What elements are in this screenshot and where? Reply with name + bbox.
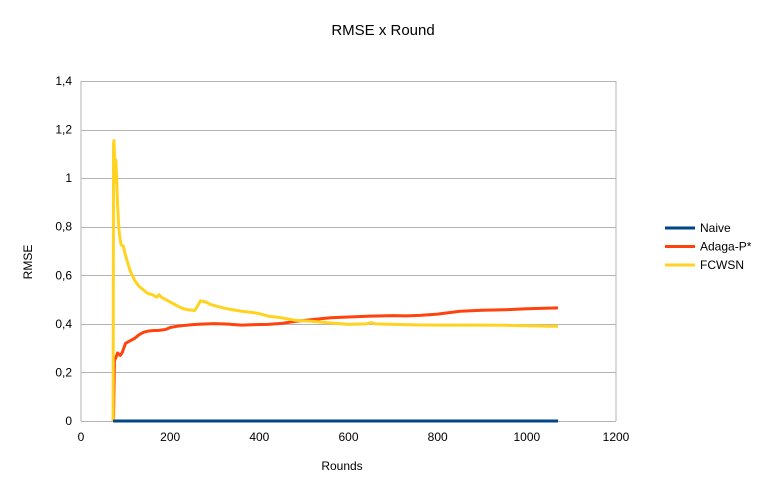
y-tick-label: 0 <box>65 414 72 428</box>
y-axis-tick-labels: 0 0,2 0,4 0,6 0,8 1 1,2 1,4 <box>55 74 72 428</box>
series-line-adaga-p <box>111 306 559 422</box>
legend-label: FCWSN <box>700 258 744 272</box>
x-tick-label: 200 <box>160 430 180 444</box>
legend-label: Adaga-P* <box>700 240 752 254</box>
y-tick-label: 0,2 <box>55 365 72 379</box>
y-tick-label: 1,4 <box>55 74 72 88</box>
x-tick-label: 800 <box>428 430 448 444</box>
x-tick-label: 1200 <box>603 430 630 444</box>
series-lines <box>111 139 559 423</box>
x-tick-label: 1000 <box>513 430 540 444</box>
x-tick-label: 600 <box>338 430 358 444</box>
x-axis-tick-labels: 0 200 400 600 800 1000 1200 <box>78 430 630 444</box>
series-line-fcwsn <box>111 139 559 422</box>
y-axis-label: RMSE <box>21 245 35 280</box>
x-axis-label: Rounds <box>321 459 362 473</box>
y-tick-label: 1,2 <box>55 123 72 137</box>
y-tick-label: 1 <box>65 171 72 185</box>
chart-title: RMSE x Round <box>331 22 434 39</box>
legend-label: Naive <box>700 221 731 235</box>
x-tick-label: 0 <box>78 430 85 444</box>
y-tick-label: 0,6 <box>55 268 72 282</box>
y-tick-label: 0,8 <box>55 220 72 234</box>
y-tick-label: 0,4 <box>55 317 72 331</box>
x-tick-label: 400 <box>249 430 269 444</box>
legend: Naive Adaga-P* FCWSN <box>665 221 752 272</box>
